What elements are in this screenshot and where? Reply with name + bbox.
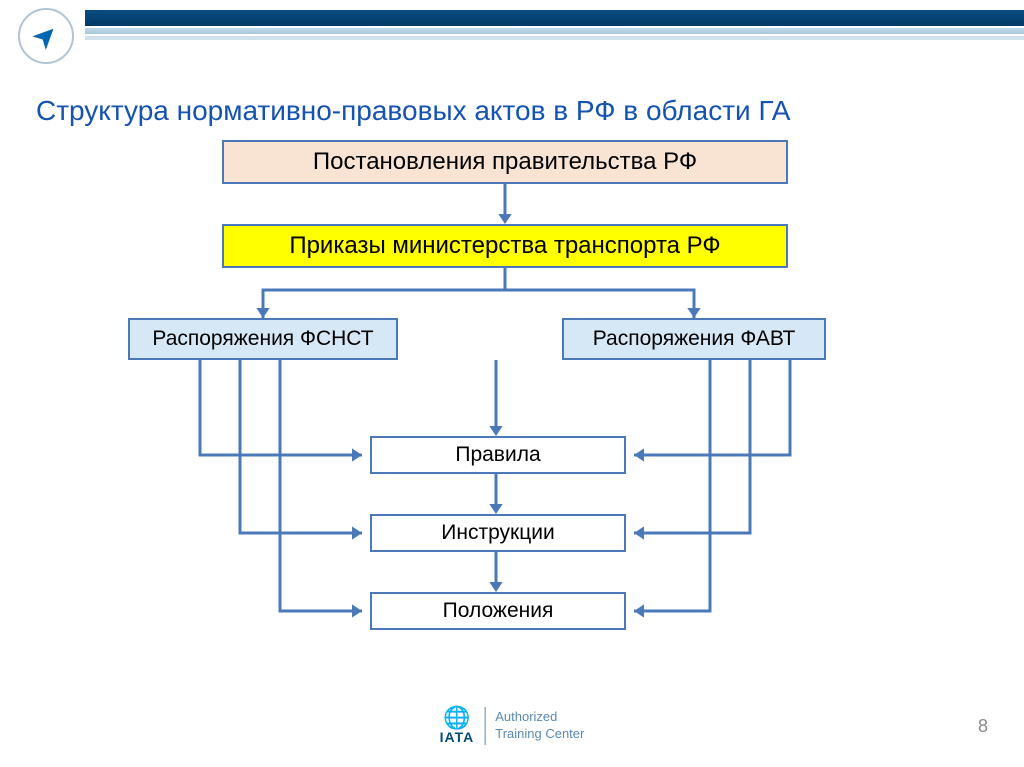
logo-circle: ➤	[18, 8, 74, 64]
iata-brand-text: IATA	[440, 729, 475, 745]
globe-icon: 🌐	[443, 707, 470, 729]
box-b4: Распоряжения ФАВТ	[562, 318, 826, 360]
header-band-dark	[85, 10, 1024, 26]
box-b7: Положения	[370, 592, 626, 630]
paper-plane-icon: ➤	[25, 15, 68, 58]
box-b2: Приказы министерства транспорта РФ	[222, 224, 788, 268]
box-b3: Распоряжения ФСНСТ	[128, 318, 398, 360]
logo-divider	[484, 707, 485, 745]
box-b6: Инструкции	[370, 514, 626, 552]
page-number: 8	[978, 716, 988, 737]
header-band-light2	[85, 36, 1024, 40]
arrows-svg	[0, 140, 1024, 660]
page-title: Структура нормативно-правовых актов в РФ…	[36, 95, 790, 127]
footer-logo: 🌐 IATA Authorized Training Center	[440, 707, 585, 745]
atc-line1: Authorized	[495, 709, 584, 726]
header-band-light1	[85, 28, 1024, 34]
header-bar: ➤	[0, 0, 1024, 70]
iata-logo: 🌐 IATA	[440, 707, 475, 745]
box-b1: Постановления правительства РФ	[222, 140, 788, 184]
box-b5: Правила	[370, 436, 626, 474]
atc-line2: Training Center	[495, 726, 584, 743]
atc-text: Authorized Training Center	[495, 709, 584, 743]
